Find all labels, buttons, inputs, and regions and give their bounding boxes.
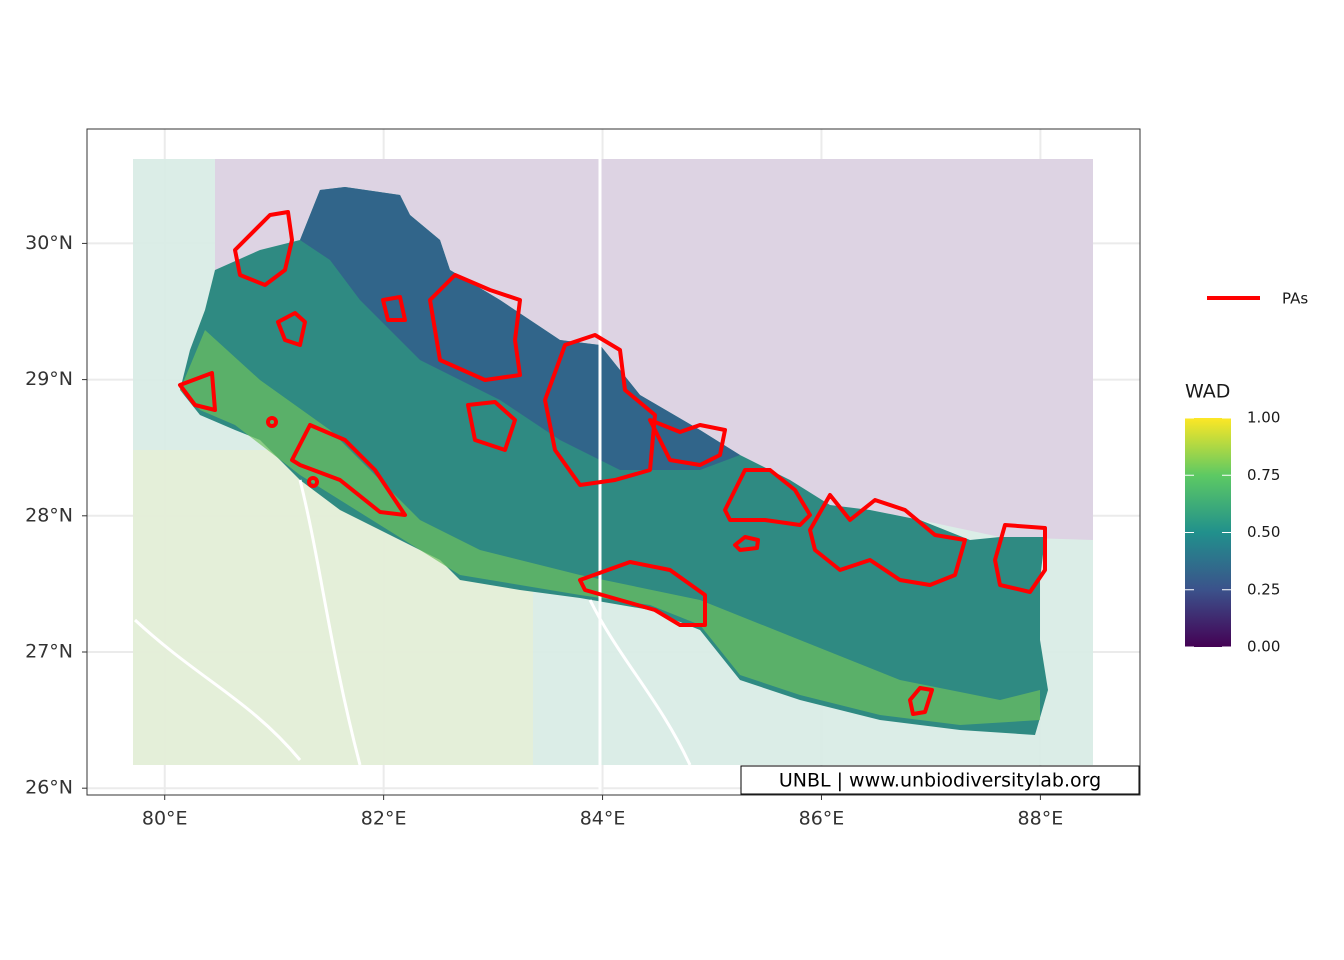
pa-outline [578,560,707,627]
y-tick-label: 28°N [25,504,73,526]
x-tick-label: 80°E [142,808,188,830]
colorbar-ticks: 0.00 0.25 0.50 0.75 1.00 [1185,409,1280,656]
pa-outline [466,400,517,452]
axes: 80°E 82°E 84°E 86°E 88°E 26°N 27°N 28°N 29°N 30°N [25,232,1063,830]
pa-outline [648,418,727,467]
colorbar-tick-label: 1.00 [1247,409,1280,427]
pa-outline [178,371,217,412]
pa-outline [733,535,760,552]
pa-outline [723,468,812,527]
panel-border [86,128,1141,796]
y-tick-label: 27°N [25,640,73,662]
attribution: UNBL | www.unbiodiversitylab.org [779,770,1101,792]
pa-outline [290,423,407,517]
colorbar-title: WAD [1185,381,1230,403]
colorbar-tick-label: 0.75 [1247,466,1280,484]
x-tick-label: 88°E [1018,808,1064,830]
pa-outline [307,476,319,488]
legend-label: PAs [1282,290,1308,308]
x-tick-label: 86°E [799,808,845,830]
rivers [133,129,692,795]
pa-outline [266,416,278,428]
raster-highland [215,159,1093,540]
y-tick-label: 26°N [25,777,73,799]
pa-outline [908,686,934,716]
pa-outline [381,295,407,322]
pa-outline [808,493,967,587]
x-tick-label: 82°E [361,808,407,830]
colorbar-tick-label: 0.00 [1247,638,1280,656]
y-tick-label: 30°N [25,232,73,254]
pa-outline [543,333,657,487]
colorbar-tick-label: 0.50 [1247,523,1280,541]
protected-areas [178,210,1047,716]
y-tick-label: 29°N [25,368,73,390]
pa-outline [233,210,294,287]
colorbar-tick-label: 0.25 [1247,580,1280,598]
pa-outline [428,273,522,382]
nepal-raster-mountain [300,187,740,470]
pa-outline [993,523,1047,594]
pa-outline [276,311,307,347]
attribution-box [740,765,1140,795]
x-tick-label: 84°E [580,808,626,830]
